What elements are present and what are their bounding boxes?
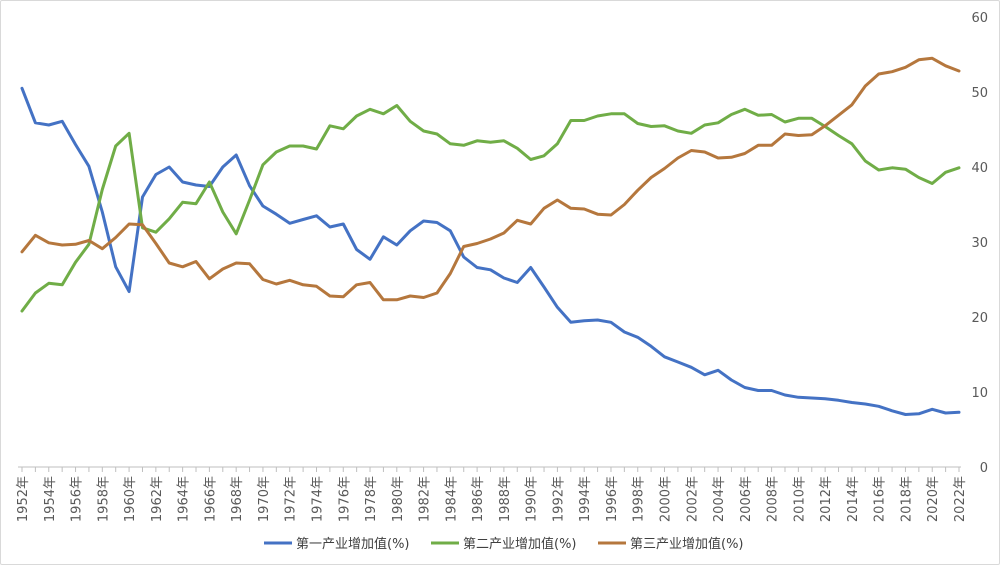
x-tick-label: 1994年 bbox=[578, 476, 593, 522]
legend-label-3: 第三产业增加值(%) bbox=[630, 536, 744, 552]
x-tick-label: 2002年 bbox=[685, 476, 700, 522]
x-tick-label: 2008年 bbox=[766, 476, 781, 522]
x-tick-label: 1956年 bbox=[70, 476, 85, 522]
x-tick-label: 1996年 bbox=[605, 476, 620, 522]
y-tick-label: 60 bbox=[971, 11, 988, 26]
legend: 第一产业增加值(%) 第二产业增加值(%) 第三产业增加值(%) bbox=[264, 536, 744, 552]
x-tick-label: 1970年 bbox=[257, 476, 272, 522]
x-tick-label: 1966年 bbox=[203, 476, 218, 522]
series-layer bbox=[20, 56, 961, 416]
x-tick-label: 1998年 bbox=[632, 476, 647, 522]
x-tick-label: 2000年 bbox=[659, 476, 674, 522]
x-tick-label: 2004年 bbox=[712, 476, 727, 522]
x-tick-label: 2012年 bbox=[819, 476, 834, 522]
legend-label-1: 第一产业增加值(%) bbox=[296, 536, 410, 552]
x-tick-label: 1962年 bbox=[150, 476, 165, 522]
x-tick-label: 2022年 bbox=[953, 476, 968, 522]
x-tick-label: 1960年 bbox=[123, 476, 138, 522]
x-tick-label: 1978年 bbox=[364, 476, 379, 522]
legend-label-2: 第二产业增加值(%) bbox=[463, 536, 577, 552]
x-tick-label: 1964年 bbox=[177, 476, 192, 522]
x-tick-label: 1988年 bbox=[498, 476, 513, 522]
x-tick-label: 1974年 bbox=[310, 476, 325, 522]
x-tick-label: 1990年 bbox=[525, 476, 540, 522]
y-tick-label: 30 bbox=[971, 236, 988, 251]
x-tick-label: 1958年 bbox=[96, 476, 111, 522]
x-tick-label: 2018年 bbox=[899, 476, 914, 522]
y-tick-label: 50 bbox=[971, 86, 988, 101]
x-tick-label: 1986年 bbox=[471, 476, 486, 522]
x-tick-label: 2016年 bbox=[873, 476, 888, 522]
series-line-2 bbox=[20, 104, 961, 313]
y-tick-label: 0 bbox=[980, 461, 988, 476]
x-tick-label: 1972年 bbox=[284, 476, 299, 522]
x-tick-label: 1952年 bbox=[16, 476, 31, 522]
x-tick-label: 1992年 bbox=[551, 476, 566, 522]
y-tick-label: 40 bbox=[971, 161, 988, 176]
x-tick-label: 1984年 bbox=[444, 476, 459, 522]
x-tick-label: 1976年 bbox=[337, 476, 352, 522]
x-tick-label: 2014年 bbox=[846, 476, 861, 522]
series-line-1 bbox=[20, 86, 961, 416]
series-line-3 bbox=[20, 56, 961, 302]
axis-layer: 1952年 1954年 1956年 1958年 1960年 1962年 1964年 1966年… bbox=[16, 11, 988, 522]
y-tick-label: 20 bbox=[971, 311, 988, 326]
x-tick-label: 1954年 bbox=[43, 476, 58, 522]
x-tick-label: 2010年 bbox=[792, 476, 807, 522]
x-tick-label: 2020年 bbox=[926, 476, 941, 522]
x-tick-label: 1968年 bbox=[230, 476, 245, 522]
x-tick-label: 1982年 bbox=[418, 476, 433, 522]
x-tick-label: 2006年 bbox=[739, 476, 754, 522]
y-tick-label: 10 bbox=[971, 386, 988, 401]
x-tick-label: 1980年 bbox=[391, 476, 406, 522]
